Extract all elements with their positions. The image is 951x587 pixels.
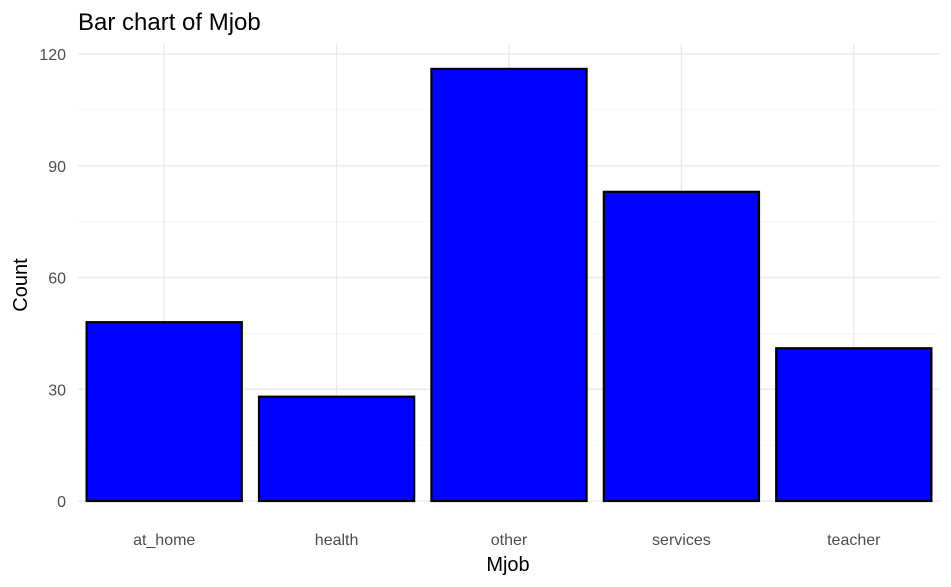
y-axis-title: Count — [10, 258, 32, 312]
x-tick-label: teacher — [827, 532, 881, 549]
bars — [85, 67, 933, 503]
bar-services — [602, 190, 761, 503]
bar-at-home — [85, 321, 243, 503]
y-tick-label: 120 — [39, 47, 66, 64]
y-tick-label: 30 — [48, 382, 66, 399]
y-tick-label: 60 — [48, 271, 66, 288]
bar-other — [430, 67, 588, 503]
x-axis-title: Mjob — [486, 554, 529, 576]
y-tick-label: 0 — [57, 494, 66, 511]
x-tick-label: services — [652, 532, 711, 549]
x-axis-ticks: at_home health other services teacher — [133, 532, 881, 549]
bar-teacher — [775, 347, 933, 503]
bar-health — [257, 395, 416, 503]
y-axis-ticks: 0 30 60 90 120 — [39, 47, 66, 511]
chart-title: Bar chart of Mjob — [78, 9, 261, 36]
y-tick-label: 90 — [48, 159, 66, 176]
x-tick-label: at_home — [133, 532, 195, 549]
x-tick-label: health — [315, 532, 359, 549]
x-tick-label: other — [491, 532, 528, 549]
